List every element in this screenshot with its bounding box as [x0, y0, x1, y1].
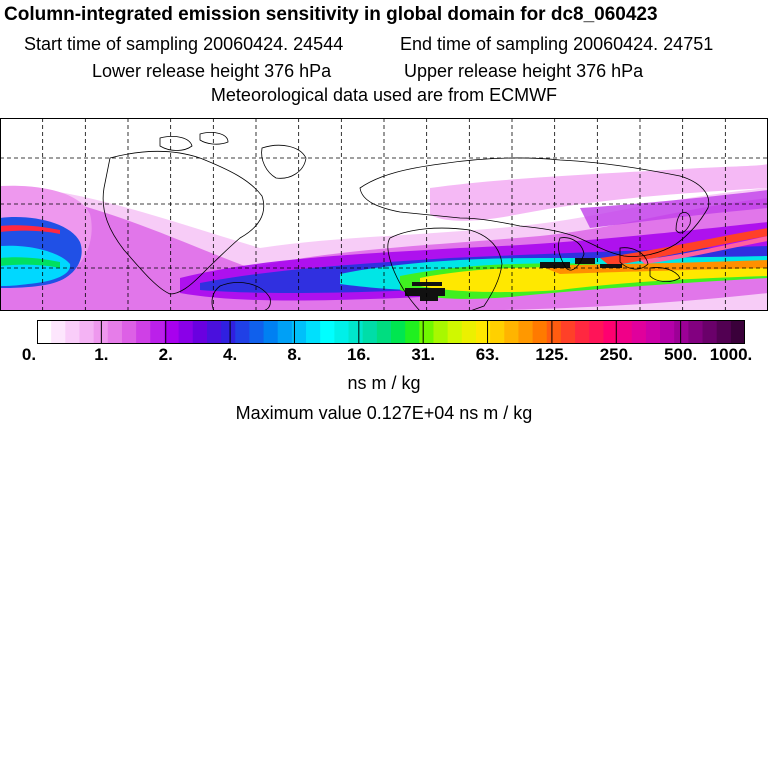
colorbar-swatch	[107, 320, 123, 344]
colorbar-swatch	[37, 320, 52, 344]
graticule	[0, 118, 768, 311]
colorbar-swatch	[306, 320, 321, 344]
colorbar-swatch	[178, 320, 194, 344]
colorbar-swatch	[249, 320, 265, 344]
colorbar-swatch	[376, 320, 392, 344]
lower-release-height: Lower release height 376 hPa	[92, 61, 332, 81]
colorbar-swatch	[447, 320, 463, 344]
colorbar-tick-label: 31.	[411, 345, 435, 364]
colorbar-swatch	[645, 320, 661, 344]
colorbar-swatch	[532, 320, 548, 344]
colorbar-tick-label: 1.	[94, 345, 109, 364]
colorbar-swatch	[419, 320, 434, 344]
colorbar-swatch	[490, 320, 505, 344]
colorbar-units: ns m / kg	[347, 373, 421, 393]
colorbar-swatch	[121, 320, 137, 344]
sampling-start-time: Start time of sampling 20060424. 24544	[24, 34, 344, 54]
colorbar-swatch	[221, 320, 236, 344]
colorbar-tick-label: 63.	[475, 345, 500, 364]
colorbar-swatch	[277, 320, 293, 344]
colorbar-swatch	[546, 320, 562, 344]
colorbar-swatch	[362, 320, 378, 344]
colorbar-swatch	[716, 320, 732, 344]
colorbar-swatch	[235, 320, 250, 344]
colorbar-tick-label: 16.	[346, 345, 371, 364]
colorbar-swatch	[702, 320, 718, 344]
colorbar-tick-label: 125.	[535, 345, 569, 364]
colorbar-tick-label: 0.	[21, 345, 37, 364]
colorbar	[37, 320, 745, 344]
colorbar-swatch	[504, 320, 519, 344]
colorbar-swatch	[136, 320, 151, 344]
meteorological-data-source: Meteorological data used are from ECMWF	[210, 85, 558, 105]
colorbar-swatch	[192, 320, 208, 344]
colorbar-swatch	[263, 320, 279, 344]
colorbar-swatch	[334, 320, 350, 344]
upper-release-height: Upper release height 376 hPa	[404, 61, 644, 81]
colorbar-swatch	[65, 320, 80, 344]
emission-sensitivity-map	[0, 118, 768, 311]
colorbar-swatch	[206, 320, 222, 344]
colorbar-swatch	[320, 320, 335, 344]
colorbar-swatch	[164, 320, 180, 344]
maximum-value: Maximum value 0.127E+04 ns m / kg	[235, 403, 533, 423]
colorbar-tick-label: 1000.	[709, 345, 753, 364]
sensitivity-field	[0, 164, 768, 311]
colorbar-swatch	[730, 320, 745, 344]
colorbar-swatch	[291, 320, 307, 344]
colorbar-swatch	[603, 320, 619, 344]
colorbar-swatch	[405, 320, 420, 344]
colorbar-swatch	[391, 320, 406, 344]
colorbar-swatch	[150, 320, 165, 344]
colorbar-swatch	[433, 320, 449, 344]
colorbar-swatch	[560, 320, 576, 344]
colorbar-swatch	[518, 320, 534, 344]
colorbar-swatch	[589, 320, 604, 344]
sampling-end-time: End time of sampling 20060424. 24751	[400, 34, 714, 54]
colorbar-swatch	[688, 320, 704, 344]
colorbar-swatch	[79, 320, 95, 344]
colorbar-swatch	[575, 320, 590, 344]
colorbar-swatch	[660, 320, 675, 344]
colorbar-swatch	[461, 320, 477, 344]
colorbar-swatch	[674, 320, 689, 344]
colorbar-tick-label: 500.	[664, 345, 698, 364]
colorbar-tick-label: 8.	[287, 345, 302, 364]
colorbar-tick-label: 4.	[222, 345, 238, 364]
map-title: Column-integrated emission sensitivity i…	[4, 4, 658, 25]
colorbar-swatch	[617, 320, 633, 344]
colorbar-swatch	[631, 320, 647, 344]
colorbar-swatch	[51, 320, 66, 344]
colorbar-swatch	[475, 320, 491, 344]
colorbar-swatch	[348, 320, 364, 344]
colorbar-tick-label: 2.	[158, 345, 173, 364]
colorbar-tick-label: 250.	[599, 345, 633, 364]
